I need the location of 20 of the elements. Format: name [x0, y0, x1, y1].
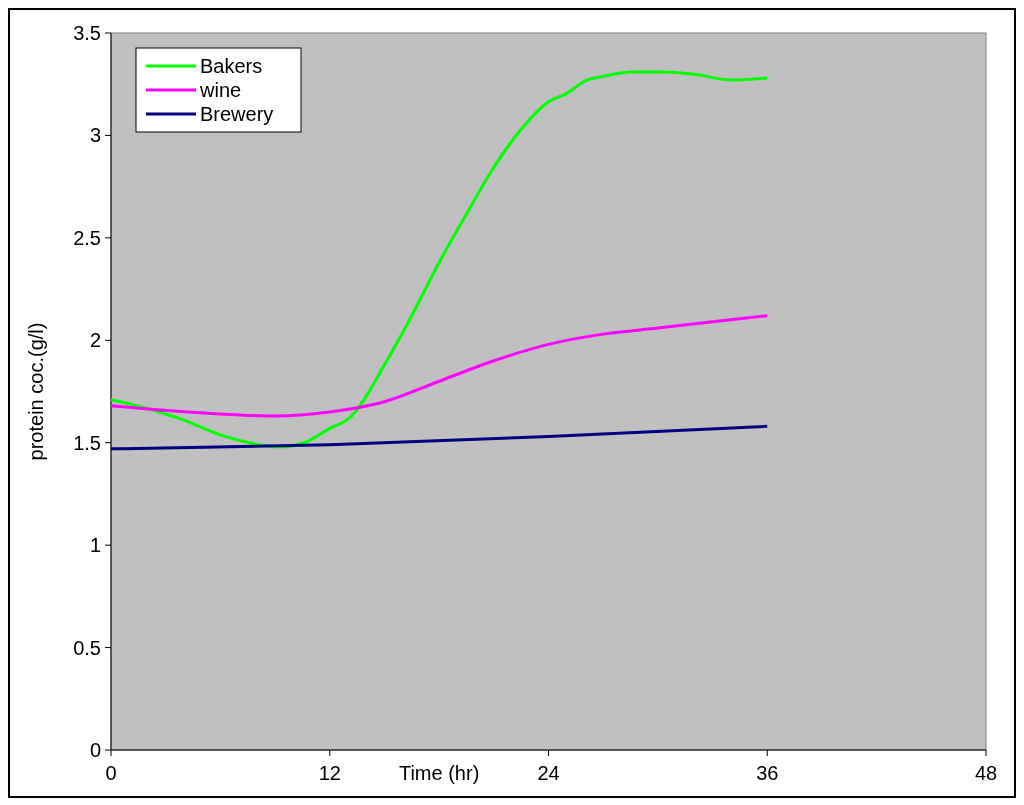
x-tick-label: 48	[974, 762, 998, 784]
y-tick-label: 3	[89, 124, 101, 147]
legend-label: wine	[199, 79, 242, 101]
y-tick-label: 2	[89, 329, 101, 352]
y-tick-label: 2.5	[73, 226, 101, 249]
y-tick-label: 0.5	[73, 636, 101, 659]
legend-label: Bakers	[200, 55, 263, 77]
x-tick-label: 24	[537, 762, 560, 784]
x-tick-label: 0	[105, 762, 117, 784]
y-tick-label: 1	[89, 534, 101, 557]
x-tick-label: 36	[756, 762, 779, 784]
y-tick-label: 0	[89, 739, 101, 761]
x-tick-label: 12	[318, 762, 341, 784]
line-series	[109, 424, 769, 451]
legend-label: Brewery	[200, 103, 274, 125]
x-axis-title: Time (hr)	[398, 762, 480, 784]
line-series	[109, 314, 769, 418]
y-tick-label: 1.5	[73, 431, 101, 454]
y-axis-title: protein coc.(g/l)	[25, 322, 47, 461]
y-tick-label: 3.5	[73, 22, 101, 44]
